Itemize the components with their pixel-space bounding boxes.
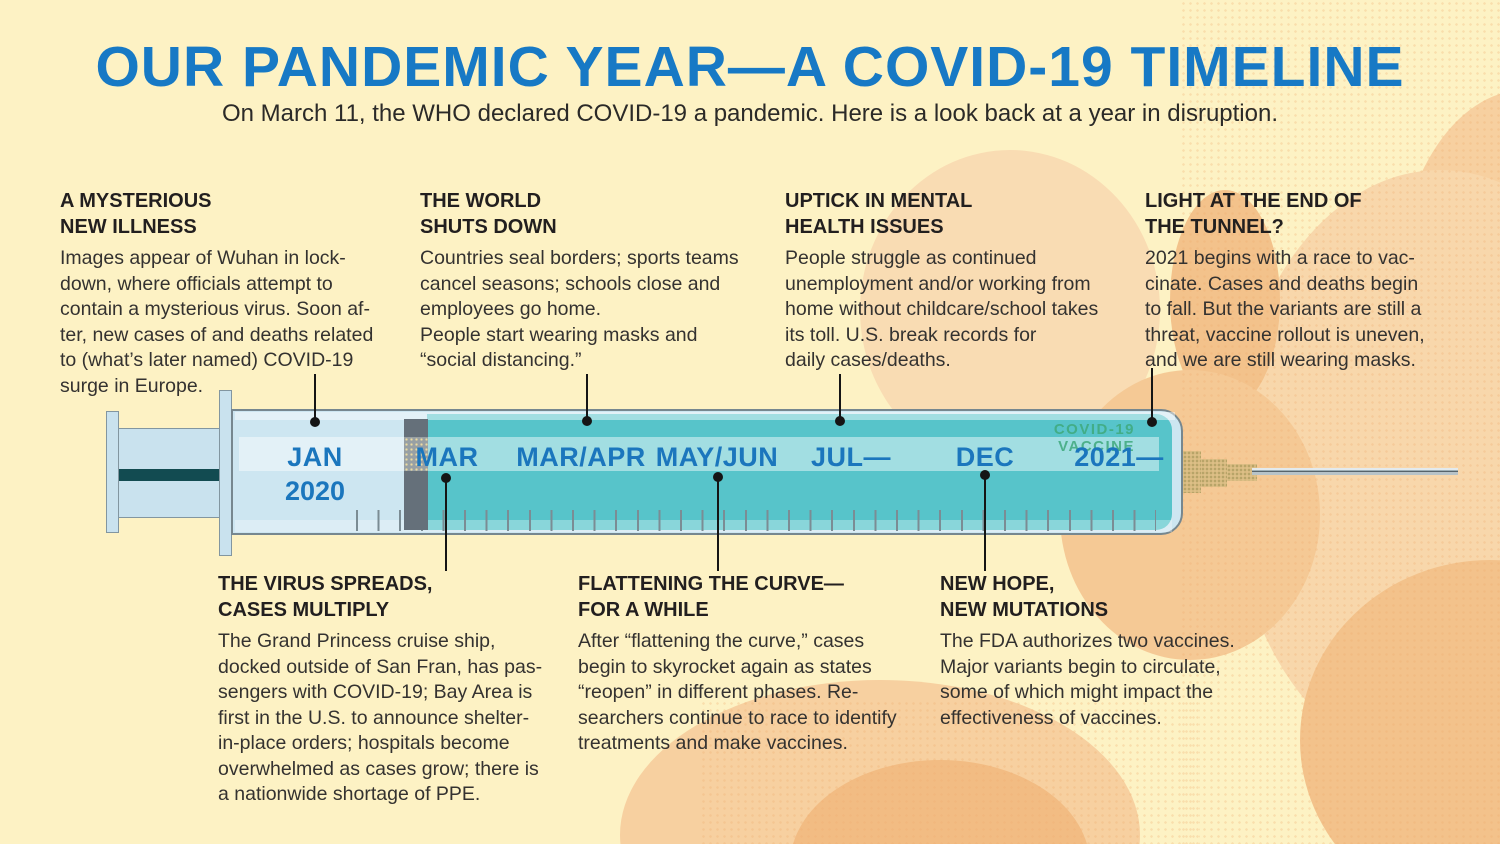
event-heading: A MYSTERIOUS NEW ILLNESS xyxy=(60,190,212,238)
timeline-month-mar-apr: MAR/APR xyxy=(516,442,646,472)
timeline-month-2021: 2021— xyxy=(1074,442,1164,472)
halftone-texture xyxy=(700,700,1200,844)
connector-dot xyxy=(582,416,592,426)
event-body: The Grand Princess cruise ship, docked o… xyxy=(218,630,543,805)
connector-dot xyxy=(980,470,990,480)
timeline-month-jul: JUL— xyxy=(810,442,892,472)
page-subtitle: On March 11, the WHO declared COVID-19 a… xyxy=(221,100,1279,127)
event-body: The FDA authorizes two vaccines. Major v… xyxy=(940,630,1235,729)
event-body: Countries seal borders; sports teams can… xyxy=(420,247,739,371)
connector-dot xyxy=(1147,417,1157,427)
connector-dot xyxy=(835,416,845,426)
connector-line xyxy=(717,479,719,571)
halftone-texture xyxy=(1180,0,1500,844)
connector-dot xyxy=(713,472,723,482)
timeline-month-may-jun: MAY/JUN xyxy=(655,442,779,472)
event-heading: THE VIRUS SPREADS, CASES MULTIPLY xyxy=(218,573,433,621)
needle-hub xyxy=(1227,464,1257,481)
event-heading: FLATTENING THE CURVE— FOR A WHILE xyxy=(578,573,844,621)
event-heading: THE WORLD SHUTS DOWN xyxy=(420,190,557,238)
needle-hub xyxy=(1183,451,1201,493)
event-block-virus-spreads: THE VIRUS SPREADS, CASES MULTIPLY The Gr… xyxy=(218,571,566,808)
event-block-light-tunnel: LIGHT AT THE END OF THE TUNNEL? 2021 beg… xyxy=(1145,188,1455,374)
event-body: Images appear of Wuhan in lock- down, wh… xyxy=(60,247,374,397)
event-body: After “flattening the curve,” cases begi… xyxy=(578,630,897,754)
connector-line xyxy=(445,480,447,571)
needle xyxy=(1252,468,1458,475)
connector-line xyxy=(586,374,588,419)
stopper-band xyxy=(404,437,428,471)
event-block-world-shuts-down: THE WORLD SHUTS DOWN Countries seal bord… xyxy=(420,188,772,374)
event-block-new-hope: NEW HOPE, NEW MUTATIONS The FDA authoriz… xyxy=(940,571,1275,731)
timeline-year-2020: 2020 xyxy=(284,476,346,506)
connector-dot xyxy=(310,417,320,427)
timeline-month-jan: JAN xyxy=(287,442,343,472)
timeline-tick-marks xyxy=(356,510,1156,531)
connector-line xyxy=(984,477,986,571)
connector-line xyxy=(839,374,841,419)
connector-line xyxy=(314,374,316,420)
barrel-highlight xyxy=(235,412,1175,420)
event-block-mysterious-illness: A MYSTERIOUS NEW ILLNESS Images appear o… xyxy=(60,188,405,399)
connector-line xyxy=(1151,368,1153,419)
plunger-stopper xyxy=(404,419,428,530)
timeline-month-mar: MAR xyxy=(415,442,479,472)
event-body: 2021 begins with a race to vac- cinate. … xyxy=(1145,247,1425,371)
event-block-mental-health: UPTICK IN MENTAL HEALTH ISSUES People st… xyxy=(785,188,1133,374)
event-body: People struggle as continued unemploymen… xyxy=(785,247,1099,371)
event-heading: UPTICK IN MENTAL HEALTH ISSUES xyxy=(785,190,973,238)
needle-hub xyxy=(1201,459,1227,487)
event-heading: NEW HOPE, NEW MUTATIONS xyxy=(940,573,1109,621)
timeline-label-band xyxy=(239,437,1159,471)
vaccine-brand-label: COVID-19 VACCINE xyxy=(1053,421,1135,455)
plunger-stripe xyxy=(119,469,219,481)
page-title: OUR PANDEMIC YEAR—A COVID-19 TIMELINE xyxy=(95,35,1405,99)
event-block-flattening-curve: FLATTENING THE CURVE— FOR A WHILE After … xyxy=(578,571,930,757)
timeline-month-dec: DEC xyxy=(955,442,1015,472)
connector-dot xyxy=(441,473,451,483)
event-heading: LIGHT AT THE END OF THE TUNNEL? xyxy=(1145,190,1362,238)
